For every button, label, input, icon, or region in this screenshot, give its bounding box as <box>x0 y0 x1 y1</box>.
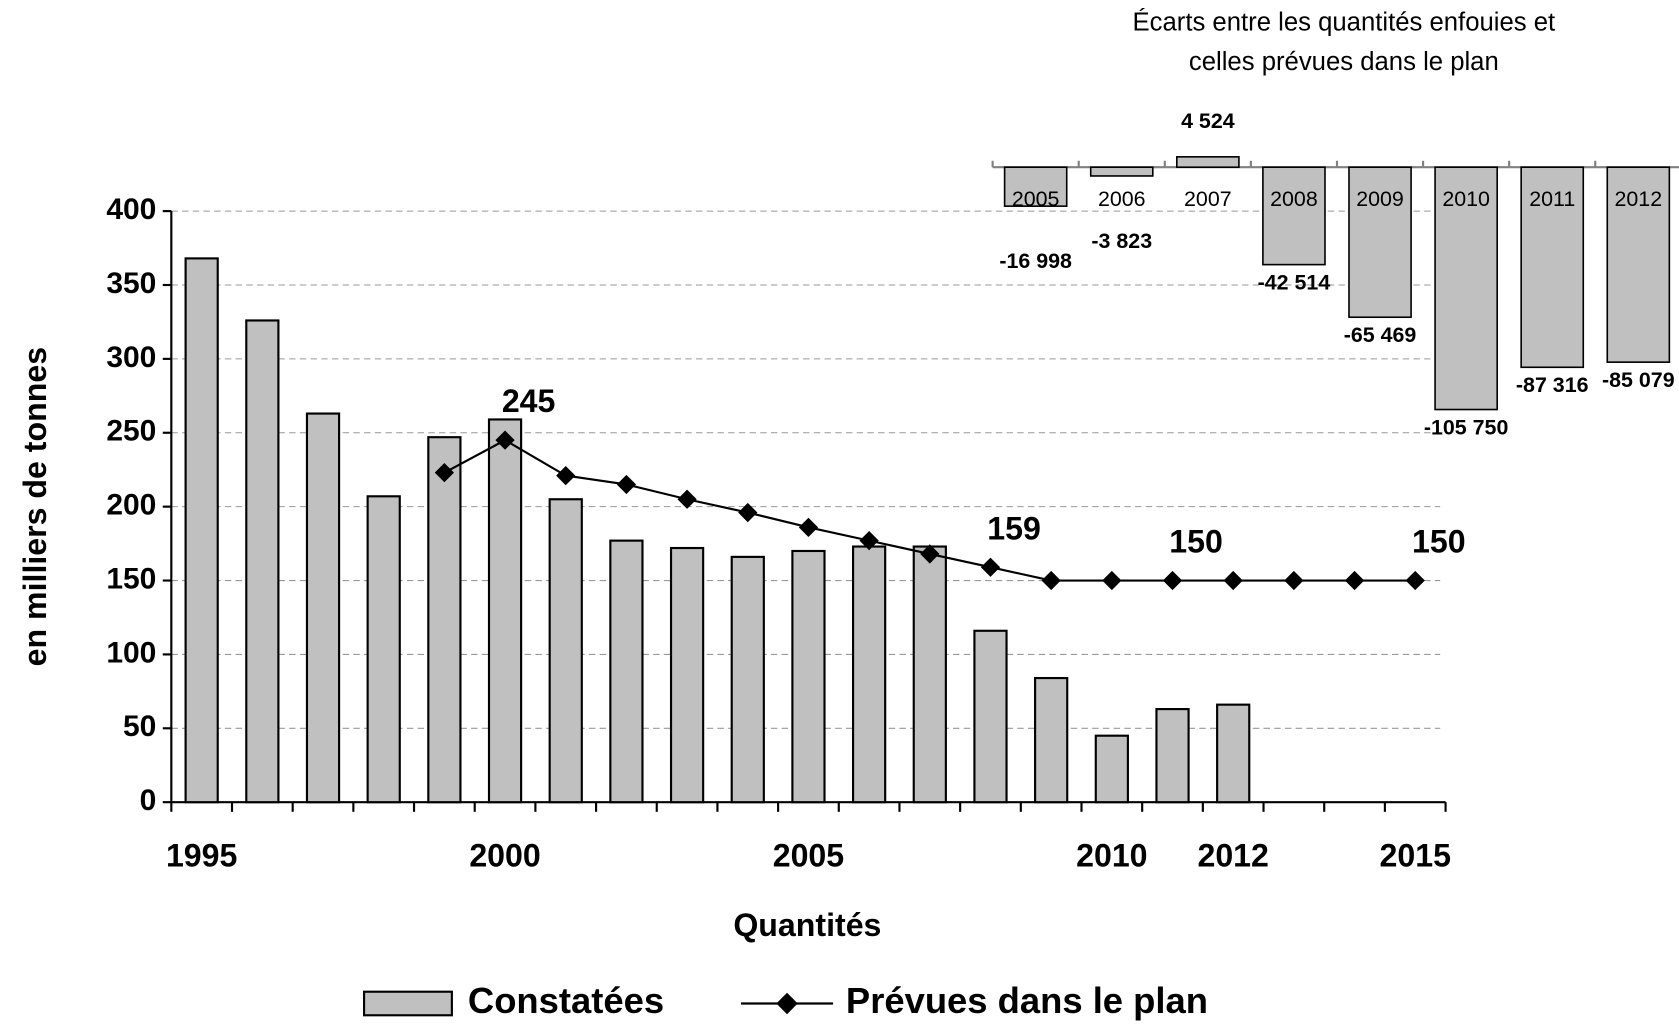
inset-title: celles prévues dans le plan <box>1189 48 1499 76</box>
x-tick-label: 2015 <box>1380 837 1451 873</box>
data-label: -105 750 <box>1424 415 1509 439</box>
legend-swatch <box>776 992 798 1015</box>
data-label: 4 524 <box>1181 109 1235 133</box>
bar <box>487 418 523 804</box>
marker <box>798 517 819 537</box>
y-tick-label: 100 <box>106 636 156 669</box>
marker <box>1102 570 1122 591</box>
legend-label: Constatées <box>468 980 664 1021</box>
bar <box>791 549 826 804</box>
bar <box>851 545 887 804</box>
bar <box>1155 708 1190 804</box>
x-tick-label: 1995 <box>166 837 237 873</box>
marker <box>1162 570 1183 591</box>
bar <box>366 495 401 804</box>
data-label: -16 998 <box>999 249 1072 273</box>
x-tick-label: 2006 <box>1098 187 1146 211</box>
y-tick-label: 200 <box>106 489 156 522</box>
y-axis-label: en milliers de tonnes <box>17 347 53 666</box>
x-axis-label: Quantités <box>733 907 881 943</box>
bar <box>1348 166 1412 319</box>
bar <box>973 629 1008 804</box>
x-tick-label: 2012 <box>1614 187 1662 211</box>
bar <box>305 412 341 804</box>
y-tick-label: 50 <box>123 710 156 743</box>
data-label: -85 079 <box>1602 368 1675 392</box>
bar <box>669 546 705 804</box>
x-tick-label: 2007 <box>1184 187 1232 211</box>
bar <box>548 498 583 804</box>
data-label: -65 469 <box>1344 323 1417 347</box>
bar <box>1434 166 1498 411</box>
bar <box>1520 166 1585 369</box>
bar <box>1262 166 1326 266</box>
y-tick-label: 150 <box>106 562 156 595</box>
marker <box>1041 570 1061 591</box>
data-label: 245 <box>502 383 556 419</box>
y-tick-label: 0 <box>140 784 157 817</box>
data-label: -3 823 <box>1091 229 1152 253</box>
marker <box>1223 570 1243 591</box>
bar <box>1094 734 1129 804</box>
bar <box>609 539 644 804</box>
y-tick-label: 250 <box>106 415 156 448</box>
bar <box>1175 156 1240 169</box>
marker <box>980 557 1001 577</box>
marker <box>616 474 637 495</box>
legend-label: Prévues dans le plan <box>846 980 1208 1021</box>
bar <box>245 319 280 804</box>
x-tick-label: 2010 <box>1076 837 1147 873</box>
bar <box>427 436 462 804</box>
marker <box>677 489 697 509</box>
x-tick-label: 2009 <box>1356 187 1404 211</box>
data-label: 150 <box>1169 524 1223 560</box>
data-label: -42 514 <box>1258 271 1331 295</box>
marker <box>1405 570 1425 591</box>
marker <box>1284 570 1304 591</box>
bar <box>1089 166 1154 177</box>
x-tick-label: 2005 <box>1012 187 1060 211</box>
bar <box>1216 703 1251 804</box>
data-label: 150 <box>1412 524 1466 560</box>
x-tick-label: 2000 <box>469 837 540 873</box>
x-tick-label: 2010 <box>1442 187 1490 211</box>
bar <box>912 545 947 804</box>
bar <box>1606 166 1671 363</box>
x-tick-label: 2011 <box>1529 187 1575 211</box>
x-tick-label: 2012 <box>1197 837 1268 873</box>
x-tick-label: 2005 <box>773 837 844 873</box>
y-tick-label: 350 <box>106 267 156 300</box>
x-tick-label: 2008 <box>1270 187 1318 211</box>
bar <box>1003 166 1068 207</box>
marker <box>556 465 576 486</box>
inset-title: Écarts entre les quantités enfouies et <box>1133 8 1556 37</box>
bar <box>730 555 765 804</box>
bar <box>1034 676 1069 804</box>
y-tick-label: 300 <box>106 341 156 374</box>
marker <box>1344 570 1365 591</box>
data-label: -87 316 <box>1516 373 1589 397</box>
data-label: 159 <box>987 510 1041 546</box>
legend-swatch <box>362 990 453 1017</box>
y-tick-label: 400 <box>106 193 156 226</box>
marker <box>738 502 758 523</box>
bar <box>184 257 219 804</box>
